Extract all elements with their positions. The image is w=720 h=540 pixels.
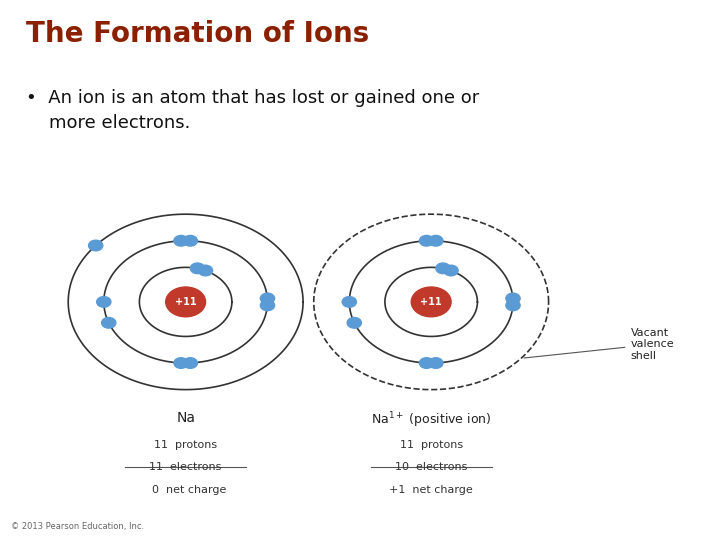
Circle shape — [166, 287, 206, 317]
Text: Na$^{1+}$ (positive ion): Na$^{1+}$ (positive ion) — [371, 411, 492, 430]
Circle shape — [411, 287, 451, 317]
Circle shape — [342, 296, 356, 307]
Circle shape — [102, 318, 116, 328]
Text: Na: Na — [176, 411, 195, 425]
Text: 11  protons: 11 protons — [154, 440, 217, 450]
Circle shape — [183, 235, 197, 246]
Text: Vacant
valence
shell: Vacant valence shell — [524, 328, 674, 361]
Circle shape — [444, 265, 458, 276]
Circle shape — [420, 235, 433, 246]
Text: 11  electrons: 11 electrons — [150, 462, 222, 472]
Circle shape — [89, 240, 103, 251]
Text: 10  electrons: 10 electrons — [395, 462, 467, 472]
Text: The Formation of Ions: The Formation of Ions — [25, 20, 369, 48]
Text: 0  net charge: 0 net charge — [145, 485, 226, 495]
Circle shape — [96, 296, 111, 307]
Circle shape — [428, 235, 443, 246]
Circle shape — [347, 318, 361, 328]
Circle shape — [506, 300, 520, 310]
Text: © 2013 Pearson Education, Inc.: © 2013 Pearson Education, Inc. — [12, 522, 145, 530]
Text: +1  net charge: +1 net charge — [390, 485, 473, 495]
Circle shape — [261, 300, 274, 310]
Circle shape — [506, 293, 520, 304]
Text: +11: +11 — [420, 297, 442, 307]
Text: •  An ion is an atom that has lost or gained one or
    more electrons.: • An ion is an atom that has lost or gai… — [25, 89, 479, 132]
Circle shape — [436, 263, 450, 274]
Circle shape — [174, 357, 188, 368]
Text: +11: +11 — [175, 297, 197, 307]
Circle shape — [190, 263, 204, 274]
Circle shape — [261, 293, 274, 304]
Circle shape — [198, 265, 212, 276]
Circle shape — [428, 357, 443, 368]
Circle shape — [183, 357, 197, 368]
Circle shape — [174, 235, 188, 246]
Text: 11  protons: 11 protons — [400, 440, 463, 450]
Circle shape — [420, 357, 433, 368]
